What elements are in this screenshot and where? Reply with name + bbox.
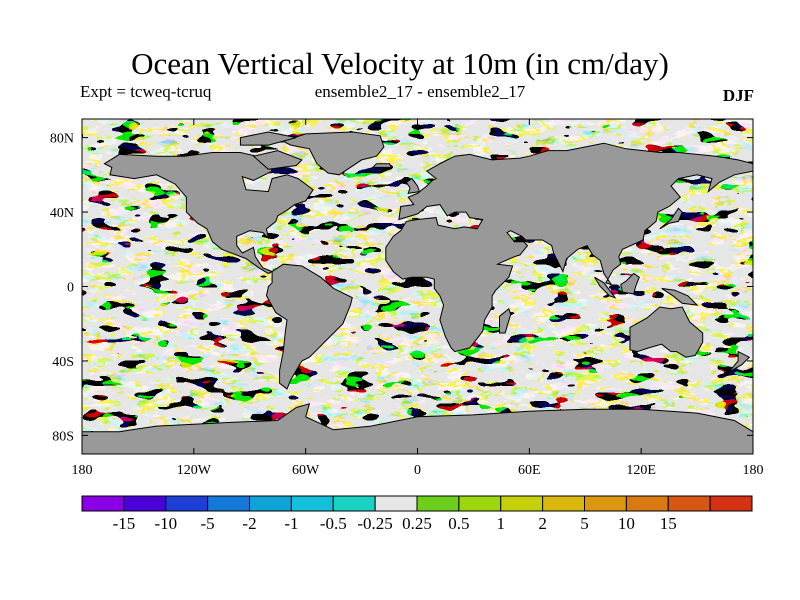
- land-sumatra: [594, 276, 617, 299]
- land-mask: [82, 131, 753, 454]
- chart-title: Ocean Vertical Velocity at 10m (in cm/da…: [131, 46, 669, 81]
- land-australia: [629, 306, 704, 358]
- experiment-label: Expt = tcweq-tcruq: [80, 82, 212, 101]
- colorbar-label: -10: [154, 514, 177, 533]
- land-borneo: [620, 272, 640, 295]
- longitude-axis: 180 120W 60W 0 60E 120E 180: [72, 119, 764, 478]
- land-new-guinea: [661, 287, 699, 306]
- land-greenland: [282, 131, 385, 176]
- colorbar-swatch: [667, 495, 711, 512]
- colorbar-swatch: [249, 495, 292, 512]
- latitude-axis: 80N 40N 0 40S 80S: [50, 132, 753, 444]
- colorbar: -15 -10 -5 -2 -1 -0.5 -0.25 0.25 0.5 1 2 5 10 15: [81, 495, 753, 533]
- colorbar-swatch: [123, 495, 167, 512]
- lat-tick-label: 40S: [52, 355, 74, 370]
- colorbar-label: 15: [660, 514, 677, 533]
- land-eurasia-africa: [385, 142, 753, 353]
- lat-tick-label: 80N: [50, 132, 74, 147]
- colorbar-swatch: [165, 495, 209, 512]
- land-new-zealand: [728, 350, 751, 373]
- land-ellesmere: [239, 131, 297, 146]
- land-iceland: [371, 163, 393, 168]
- colorbar-label: 0.25: [402, 514, 432, 533]
- colorbar-label: 10: [618, 514, 635, 533]
- colorbar-label: -15: [113, 514, 136, 533]
- colorbar-swatch: [374, 495, 418, 512]
- colorbar-label: -1: [284, 514, 298, 533]
- lat-tick-label: 40N: [50, 206, 74, 221]
- colorbar-label: -5: [201, 514, 215, 533]
- lon-tick-label: 180: [72, 463, 93, 478]
- colorbar-swatch: [584, 495, 627, 512]
- lat-tick-label: 80S: [52, 429, 74, 444]
- colorbar-label: -2: [242, 514, 256, 533]
- colorbar-label: 0.5: [448, 514, 469, 533]
- lat-tick-label: 0: [67, 281, 74, 296]
- season-label: DJF: [722, 86, 754, 105]
- land-uk: [405, 177, 421, 195]
- ocean-field: [82, 119, 753, 454]
- colorbar-swatch: [332, 495, 376, 512]
- land-north-america: [103, 152, 314, 275]
- colorbar-label: -0.5: [320, 514, 347, 533]
- land-madagascar: [499, 307, 512, 334]
- colorbar-label: 2: [538, 514, 547, 533]
- lon-tick-label: 60E: [518, 463, 541, 478]
- colorbar-label: 5: [580, 514, 589, 533]
- colorbar-label: 1: [497, 514, 506, 533]
- colorbar-swatch: [290, 495, 334, 512]
- colorbar-label: -0.25: [357, 514, 392, 533]
- land-south-america: [265, 263, 353, 390]
- lon-tick-label: 120E: [626, 463, 656, 478]
- colorbar-swatch: [709, 495, 753, 512]
- colorbar-swatch: [542, 495, 586, 512]
- colorbar-swatch: [500, 495, 544, 512]
- colorbar-swatch: [81, 495, 125, 512]
- land-antarctica: [82, 403, 753, 454]
- lon-tick-label: 60W: [292, 463, 320, 478]
- colorbar-swatch: [458, 495, 502, 512]
- colorbar-swatch: [625, 495, 669, 512]
- lon-tick-label: 0: [414, 463, 421, 478]
- land-baffin: [252, 150, 303, 170]
- lon-tick-label: 180: [743, 463, 764, 478]
- lon-tick-label: 120W: [177, 463, 212, 478]
- ensemble-label: ensemble2_17 - ensemble2_17: [314, 82, 526, 101]
- land-japan: [659, 207, 683, 230]
- colorbar-swatch: [416, 495, 460, 512]
- colorbar-swatch: [207, 495, 251, 512]
